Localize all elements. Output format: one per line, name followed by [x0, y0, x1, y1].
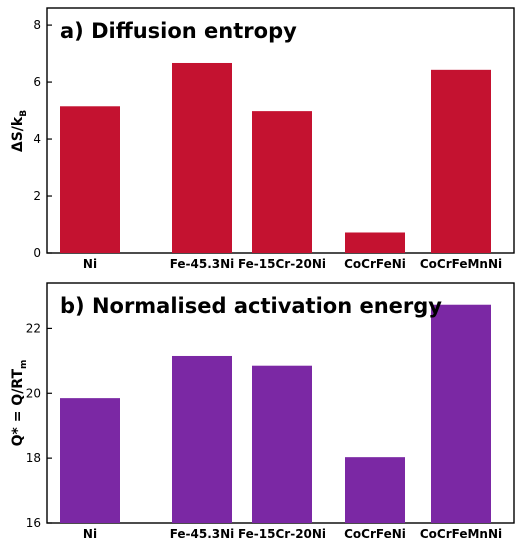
panel-a-title: a) Diffusion entropy	[60, 19, 297, 43]
panel-b-title: b) Normalised activation energy	[60, 294, 442, 318]
panel-b: 16 18 20 22 Ni Fe-45.3Ni Fe-15Cr-20Ni CoCrFeNi…	[10, 282, 515, 541]
bar-a-ni	[60, 106, 120, 253]
bar-a-cocrfemnni	[431, 69, 491, 254]
y-tick-label: 0	[33, 246, 41, 260]
panel-b-y-ticks: 16 18 20 22	[26, 321, 52, 530]
bar-a-fe-15cr-20ni	[252, 111, 312, 254]
panel-a-y-axis-label: ΔS/kB	[10, 110, 29, 152]
y-tick-label: 2	[33, 189, 41, 203]
y-tick-label: 16	[26, 516, 41, 530]
x-category-label: CoCrFeMnNi	[420, 257, 502, 271]
panel-b-y-axis-label: Q* = Q/RTm	[10, 360, 29, 447]
x-category-label: Fe-45.3Ni	[170, 257, 235, 271]
bar-a-cocrfeni	[345, 232, 405, 253]
x-category-label: Ni	[83, 527, 97, 541]
bar-b-cocrfeni	[345, 457, 405, 523]
x-category-label: Fe-45.3Ni	[170, 527, 235, 541]
panel-a: 0 2 4 6 8 Ni Fe-45.3Ni Fe-15Cr-20Ni CoCrFeNi CoC…	[10, 7, 515, 271]
bar-b-fe-45.3ni	[172, 355, 232, 523]
x-category-label: CoCrFeMnNi	[420, 527, 502, 541]
y-tick-label: 4	[33, 132, 41, 146]
bar-b-cocrfemnni	[431, 304, 491, 523]
x-category-label: Ni	[83, 257, 97, 271]
panel-b-category-labels: Ni Fe-45.3Ni Fe-15Cr-20Ni CoCrFeNi CoCrFeMnN…	[83, 527, 502, 541]
panel-a-y-ticks: 0 2 4 6 8	[33, 18, 52, 260]
panel-a-category-labels: Ni Fe-45.3Ni Fe-15Cr-20Ni CoCrFeNi CoCrFeMnN…	[83, 257, 502, 271]
y-tick-label: 22	[26, 321, 41, 335]
panel-a-bars	[60, 62, 491, 254]
x-category-label: CoCrFeNi	[344, 527, 406, 541]
x-category-label: Fe-15Cr-20Ni	[238, 527, 326, 541]
bar-b-ni	[60, 398, 120, 523]
x-category-label: CoCrFeNi	[344, 257, 406, 271]
x-category-label: Fe-15Cr-20Ni	[238, 257, 326, 271]
y-tick-label: 8	[33, 18, 41, 32]
y-tick-label: 6	[33, 75, 41, 89]
y-tick-label: 20	[26, 386, 41, 400]
bar-b-fe-15cr-20ni	[252, 365, 312, 523]
panel-b-bars	[60, 304, 491, 523]
y-tick-label: 18	[26, 451, 41, 465]
bar-a-fe-45.3ni	[172, 62, 232, 253]
